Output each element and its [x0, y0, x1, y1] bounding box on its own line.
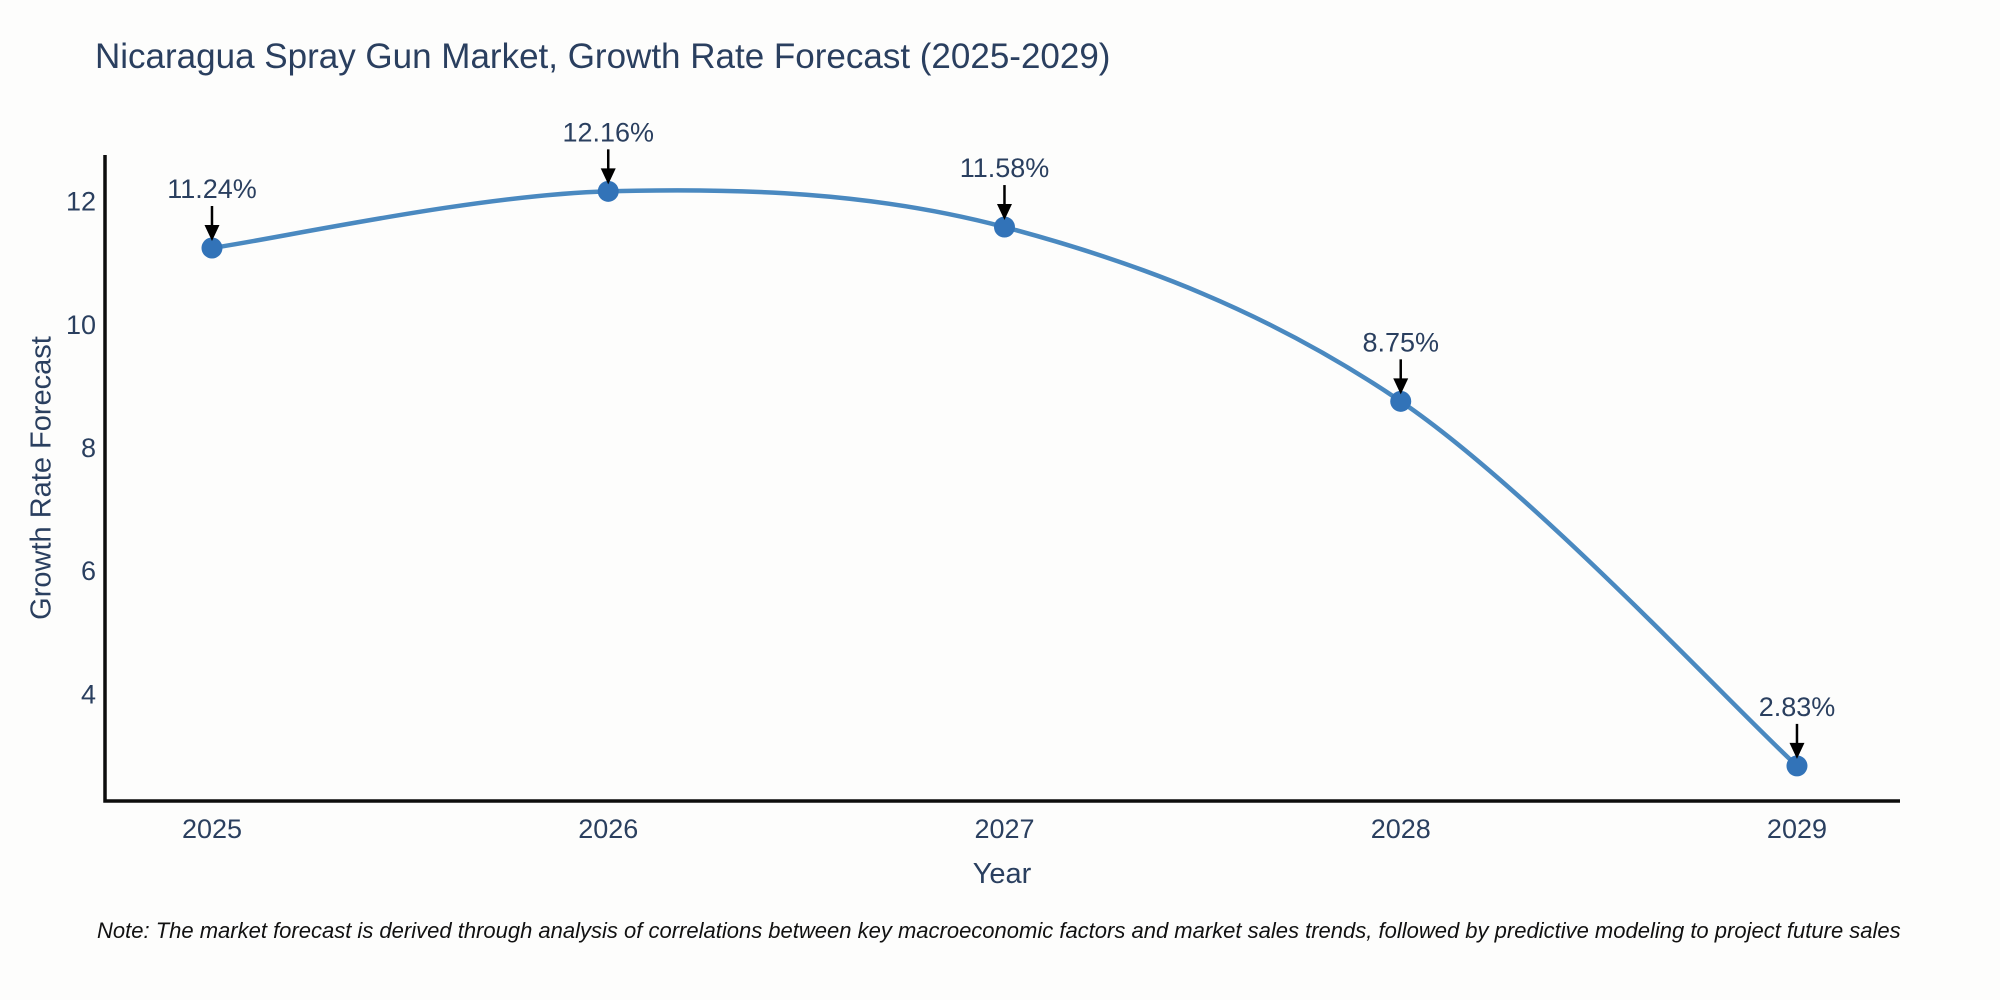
data-point-marker[interactable] — [1786, 755, 1808, 777]
y-tick-label: 10 — [66, 310, 96, 340]
x-tick-label: 2025 — [182, 814, 242, 844]
annotation-value-label: 11.58% — [960, 153, 1050, 183]
x-axis-title: Year — [972, 858, 1032, 890]
chart-title: Nicaragua Spray Gun Market, Growth Rate … — [95, 37, 1111, 76]
data-point-marker[interactable] — [1390, 390, 1412, 412]
forecast-line — [209, 188, 1800, 769]
axis-lines — [103, 155, 1900, 803]
annotation-arrow-head — [1789, 742, 1805, 759]
annotation-arrow-head — [996, 204, 1012, 221]
y-axis-title: Growth Rate Forecast — [25, 336, 58, 620]
annotation-value-label: 12.16% — [562, 117, 654, 147]
data-point-marker[interactable] — [201, 237, 223, 259]
y-tick-label: 4 — [81, 679, 96, 709]
data-point-marker[interactable] — [597, 180, 619, 202]
data-point-marker[interactable] — [993, 216, 1015, 238]
x-tick-label: 2028 — [1371, 814, 1431, 844]
x-tick-label: 2026 — [578, 814, 638, 844]
annotation-arrow-head — [1393, 378, 1409, 395]
y-tick-label: 8 — [81, 433, 96, 463]
annotation-value-label: 8.75% — [1362, 327, 1439, 357]
annotation-arrow-head — [204, 224, 220, 241]
footnote: Note: The market forecast is derived thr… — [97, 918, 1901, 943]
x-tick-label: 2029 — [1767, 814, 1827, 844]
annotation-value-label: 2.83% — [1759, 692, 1836, 722]
x-tick-label: 2027 — [974, 814, 1034, 844]
y-tick-label: 6 — [81, 556, 96, 586]
annotation-value-label: 11.24% — [167, 174, 257, 204]
annotation-arrow-head — [600, 168, 616, 185]
y-tick-label: 12 — [66, 187, 96, 217]
